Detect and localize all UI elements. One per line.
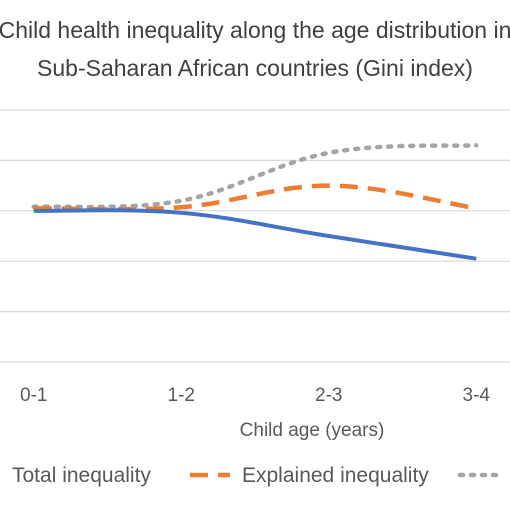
x-tick-labels: 0-1 1-2 2-3 3-4	[20, 385, 490, 406]
chart-title: Child health inequality along the age di…	[0, 17, 510, 81]
chart-title-line-2: Sub-Saharan African countries (Gini inde…	[37, 55, 473, 81]
legend-label-1: Total inequality	[12, 464, 151, 487]
series-line-1	[33, 208, 477, 261]
x-axis-title: Child age (years)	[240, 420, 385, 441]
series-line-3	[31, 143, 479, 210]
x-tick-label: 0-1	[20, 385, 47, 406]
x-tick-label: 3-4	[463, 385, 491, 406]
x-tick-label: 1-2	[168, 385, 195, 406]
series-lines	[31, 143, 479, 261]
chart-title-line-1: Child health inequality along the age di…	[0, 17, 510, 43]
x-tick-label: 2-3	[315, 385, 342, 406]
legend-label-2: Explained inequality	[242, 464, 429, 487]
